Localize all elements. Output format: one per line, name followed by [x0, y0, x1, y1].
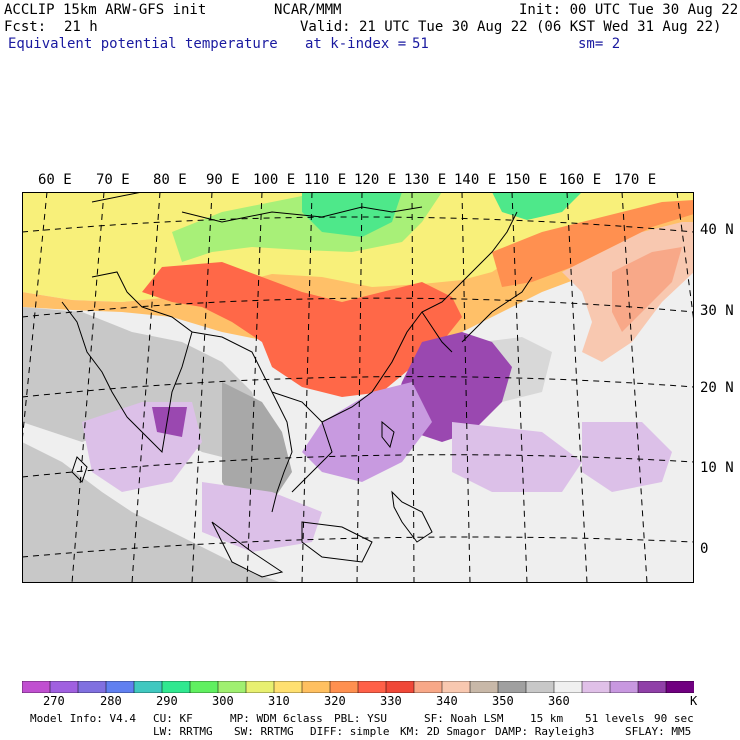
lon-label: 80 E: [153, 172, 187, 188]
footer-cu: CU: KF: [153, 712, 193, 725]
footer-km: KM: 2D Smagor: [400, 725, 487, 738]
colorbar-swatch: [273, 681, 303, 693]
model-title: ACCLIP 15km ARW-GFS init: [4, 2, 207, 18]
colorbar-label: 290: [156, 694, 178, 708]
footer-sflay: SFLAY: MM5: [625, 725, 692, 738]
lat-lon-grid: [22, 192, 694, 583]
lat-label: 0: [700, 541, 709, 557]
theta-e-360-zone: [582, 422, 672, 492]
colorbar-swatch: [469, 681, 499, 693]
colorbar-swatch: [189, 681, 219, 693]
theta-e-365-zone: [302, 382, 432, 482]
colorbar-label: 320: [324, 694, 346, 708]
theta-e-330-zone: [142, 262, 462, 397]
colorbar-swatch: [329, 681, 359, 693]
colorbar-swatch: [553, 681, 583, 693]
footer-levels: 51 levels: [585, 712, 645, 725]
field-name: Equivalent potential temperature: [8, 36, 278, 52]
footer-model-info: Model Info: V4.4: [30, 712, 136, 725]
theta-e-teal-zone: [302, 192, 402, 237]
theta-e-320-zone: [22, 200, 694, 362]
colorbar-swatch: [609, 681, 639, 693]
lon-label: 150 E: [505, 172, 548, 188]
colorbar-swatch: [581, 681, 611, 693]
colorbar-swatch: [413, 681, 443, 693]
coastlines: [61, 192, 533, 578]
organization-label: NCAR/MMM: [274, 2, 342, 18]
colorbar-label: 300: [212, 694, 234, 708]
colorbar-swatch: [637, 681, 667, 693]
colorbar-swatch: [49, 681, 79, 693]
theta-e-map: [22, 192, 694, 583]
colorbar-swatch: [22, 681, 51, 693]
footer-resolution: 15 km: [530, 712, 564, 725]
footer-damp: DAMP: Rayleigh3: [495, 725, 595, 738]
colorbar-swatch: [133, 681, 163, 693]
colorbar-swatch: [441, 681, 471, 693]
lon-label: 110 E: [304, 172, 347, 188]
theta-e-360-zone: [452, 422, 582, 492]
colorbar-swatch: [161, 681, 191, 693]
footer-timestep: 90 sec: [654, 712, 694, 725]
colorbar-label: 350: [492, 694, 514, 708]
level-label: at k-index =: [305, 36, 407, 52]
colorbar-label: 310: [268, 694, 290, 708]
colorbar-swatch: [665, 681, 694, 693]
lat-label: 40 N: [700, 222, 734, 238]
lon-label: 100 E: [253, 172, 296, 188]
colorbar-unit: K: [690, 694, 698, 708]
forecast-label: Fcst:: [4, 19, 47, 35]
valid-time: Valid: 21 UTC Tue 30 Aug 22 (06 KST Wed …: [300, 19, 722, 35]
theta-e-325-zone: [492, 200, 694, 287]
colorbar-label: 340: [436, 694, 458, 708]
footer-sf: SF: Noah LSM: [424, 712, 504, 725]
lon-label: 60 E: [38, 172, 72, 188]
footer-diff: DIFF: simple: [310, 725, 390, 738]
footer-sw: SW: RRTMG: [234, 725, 294, 738]
colorbar-swatch: [525, 681, 555, 693]
lon-label: 120 E: [354, 172, 397, 188]
lon-label: 170 E: [614, 172, 657, 188]
colorbar-label: 360: [548, 694, 570, 708]
lon-label: 90 E: [206, 172, 240, 188]
theta-e-338-zone: [612, 247, 682, 332]
colorbar-swatch: [497, 681, 527, 693]
lon-label: 160 E: [559, 172, 602, 188]
colorbar-swatch: [77, 681, 107, 693]
theta-e-teal-zone: [492, 192, 582, 220]
lon-label: 130 E: [404, 172, 447, 188]
colorbar-swatch: [105, 681, 135, 693]
colorbar-label: 280: [100, 694, 122, 708]
smoothing-label: sm= 2: [578, 36, 621, 52]
colorbar-swatch: [245, 681, 275, 693]
lon-label: 140 E: [454, 172, 497, 188]
colorbar-swatch: [217, 681, 247, 693]
footer-pbl: PBL: YSU: [334, 712, 387, 725]
theta-e-370-zone: [152, 407, 187, 437]
lat-label: 20 N: [700, 380, 734, 396]
colorbar-label: 330: [380, 694, 402, 708]
init-time: Init: 00 UTC Tue 30 Aug 22: [519, 2, 739, 18]
theta-e-345-zone: [222, 382, 292, 512]
lat-label: 10 N: [700, 460, 734, 476]
colorbar-swatch: [301, 681, 331, 693]
colorbar-swatch: [385, 681, 415, 693]
colorbar-swatch: [357, 681, 387, 693]
colorbar: [22, 681, 694, 693]
theta-e-350-zone: [22, 442, 282, 583]
lat-label: 30 N: [700, 303, 734, 319]
theta-e-350-zone: [22, 307, 262, 462]
map-frame: [22, 192, 694, 583]
footer-lw: LW: RRTMG: [153, 725, 213, 738]
forecast-hours: 21 h: [64, 19, 98, 35]
theta-e-360-zone: [202, 482, 322, 552]
level-value: 51: [412, 36, 429, 52]
colorbar-label: 270: [43, 694, 65, 708]
lon-label: 70 E: [96, 172, 130, 188]
footer-mp: MP: WDM 6class: [230, 712, 323, 725]
